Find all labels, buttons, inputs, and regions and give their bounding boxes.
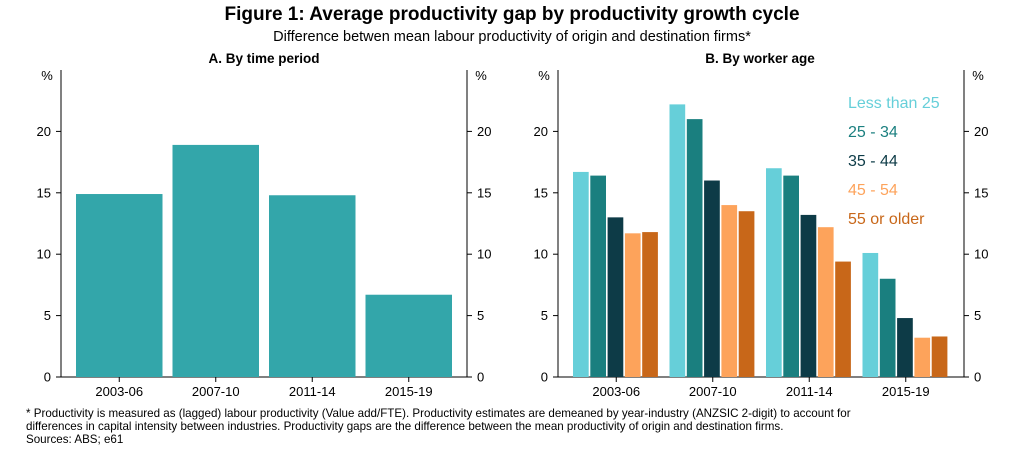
panel-b-bar-45-54	[817, 227, 834, 377]
panel-b-ytick-left-label: 5	[541, 308, 548, 323]
panel-b-bar-25-34	[783, 175, 799, 377]
panel-b-xtick-label: 2015-19	[882, 384, 930, 399]
panel-a-ytick-left-label: 15	[37, 185, 51, 200]
panel-a-bar	[365, 294, 452, 377]
footnotes: * Productivity is measured as (lagged) l…	[26, 407, 1006, 446]
panel-b-bar-45-54	[914, 337, 931, 377]
panel-b-ytick-left-label: 10	[534, 247, 548, 262]
panel-a-bar	[172, 144, 259, 377]
panel-a-bar	[269, 195, 356, 377]
panel-b-xtick-label: 2007-10	[689, 384, 737, 399]
panel-b-legend-entry: Less than 25	[848, 95, 940, 112]
figure-subtitle: Difference betwen mean labour productivi…	[273, 29, 751, 45]
panel-b-legend-entry: 35 - 44	[848, 153, 898, 170]
sources-line: Sources: ABS; e61	[26, 433, 124, 446]
figure-title: Figure 1: Average productivity gap by pr…	[224, 4, 800, 25]
panel-b-ytick-left-label: 15	[534, 185, 548, 200]
panel-a-title: A. By time period	[208, 51, 319, 66]
panel-b-bar-35-44	[800, 214, 817, 377]
panel-b-bar-less-than-25	[573, 171, 589, 377]
panel-a-xtick-label: 2007-10	[192, 384, 240, 399]
panel-b-bar-25-34	[590, 175, 606, 377]
panel-a-ytick-right-label: 20	[477, 124, 491, 139]
panel-b-ytick-left-label: 0	[541, 370, 548, 385]
panel-b-bar-less-than-25	[766, 168, 782, 377]
panel-b-bar-55-or-older	[642, 232, 658, 377]
panel-a-ytick-right-label: 15	[477, 185, 491, 200]
panel-b-bar-25-34	[686, 119, 703, 378]
panel-a-xtick-label: 2011-14	[289, 384, 336, 399]
panel-b-ylabel-left: %	[538, 68, 550, 83]
panel-b-bar-25-34	[879, 278, 896, 377]
panel-b-legend-entry: 25 - 34	[848, 124, 898, 141]
footnote-line-2: differences in capital intensity between…	[26, 420, 784, 433]
panel-b-ytick-right-label: 5	[974, 308, 981, 323]
panel-a-ylabel-right: %	[475, 68, 487, 83]
panel-b-bar-55-or-older	[738, 211, 755, 377]
panel-b-ytick-right-label: 15	[974, 185, 988, 200]
panel-a-ylabel-left: %	[41, 68, 53, 83]
panel-b-legend-entry: 55 or older	[848, 211, 925, 228]
panel-a-xtick-label: 2015-19	[385, 384, 433, 399]
panel-a-ytick-left-label: 0	[44, 370, 51, 385]
panel-b-bar-45-54	[624, 233, 641, 377]
panel-b-bar-55-or-older	[931, 336, 948, 377]
panel-a-ytick-right-label: 5	[477, 308, 484, 323]
panel-b-bar-45-54	[721, 205, 738, 377]
panel-b-bar-35-44	[897, 318, 913, 377]
panel-b-title: B. By worker age	[705, 51, 815, 66]
panel-b-bar-35-44	[704, 180, 720, 377]
panel-a-ytick-left-label: 20	[37, 124, 51, 139]
panel-b-bar-55-or-older	[835, 261, 851, 377]
panel-a-ytick-right-label: 10	[477, 247, 491, 262]
panel-b-ytick-right-label: 20	[974, 124, 988, 139]
panel-b-ylabel-right: %	[972, 68, 984, 83]
panel-b-ytick-left-label: 20	[534, 124, 548, 139]
panel-b-bar-less-than-25	[862, 252, 879, 377]
panel-b-ytick-right-label: 0	[974, 370, 981, 385]
panel-a-xtick-label: 2003-06	[95, 384, 143, 399]
panel-b-xtick-label: 2003-06	[592, 384, 640, 399]
footnote-line-1: * Productivity is measured as (lagged) l…	[26, 407, 851, 420]
panel-a-ytick-left-label: 10	[37, 247, 51, 262]
panel-a-bar	[76, 194, 163, 377]
panel-a-ytick-left-label: 5	[44, 308, 51, 323]
panel-b-bar-35-44	[607, 217, 624, 377]
panel-b-bar-less-than-25	[669, 104, 686, 377]
panel-a-ytick-right-label: 0	[477, 370, 484, 385]
panel-b-ytick-right-label: 10	[974, 247, 988, 262]
panel-b-legend-entry: 45 - 54	[848, 182, 898, 199]
panel-b-xtick-label: 2011-14	[786, 384, 833, 399]
